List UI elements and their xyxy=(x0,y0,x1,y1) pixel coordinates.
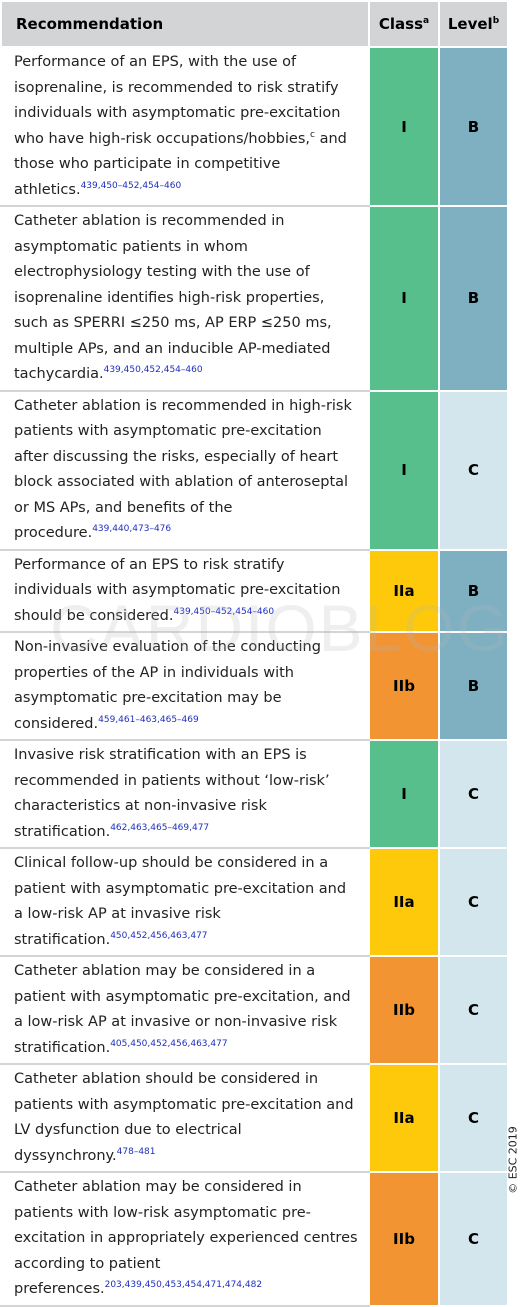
references: 439,450–452,454–460 xyxy=(173,606,275,617)
level-cell: B xyxy=(438,631,509,741)
class-value: IIb xyxy=(393,1229,415,1248)
recommendation-text: Catheter ablation is recommended in asym… xyxy=(14,213,332,382)
recommendation-text: Performance of an EPS to risk stratify i… xyxy=(14,556,341,624)
recommendation-cell: Invasive risk stratification with an EPS… xyxy=(0,739,370,849)
table-body: Performance of an EPS, with the use of i… xyxy=(0,46,509,1307)
level-value: C xyxy=(467,1001,479,1019)
footnote-mark: b xyxy=(492,16,500,26)
recommendation-cell: Catheter ablation is recommended in asym… xyxy=(0,205,370,392)
level-cell: C xyxy=(438,1171,509,1307)
class-value: IIb xyxy=(393,677,415,695)
recommendation-text: and those who participate in competitive… xyxy=(14,130,347,198)
recommendation-cell: Catheter ablation may be considered in p… xyxy=(0,1171,370,1307)
table-row: Catheter ablation should be considered i… xyxy=(0,1063,509,1173)
recommendation-text: Catheter ablation is recommended in high… xyxy=(14,397,352,542)
level-value: C xyxy=(467,1229,479,1248)
references: 439,450–452,454–460 xyxy=(80,180,182,191)
class-value: IIa xyxy=(393,893,415,911)
recommendation-cell: Catheter ablation may be considered in a… xyxy=(0,955,370,1065)
level-cell: B xyxy=(438,46,509,207)
recommendation-cell: Non-invasive evaluation of the conductin… xyxy=(0,631,370,741)
class-value: IIa xyxy=(393,1109,415,1127)
header-text: Class xyxy=(378,15,424,33)
recommendation-text: Clinical follow-up should be considered … xyxy=(14,855,347,948)
table-row: Catheter ablation may be considered in p… xyxy=(0,1171,509,1307)
class-value: I xyxy=(401,289,407,308)
header-text: Level xyxy=(447,15,493,33)
recommendation-cell: Clinical follow-up should be considered … xyxy=(0,847,370,957)
level-cell: B xyxy=(438,205,509,392)
class-cell: I xyxy=(368,205,440,392)
references: 462,463,465–469,477 xyxy=(110,822,210,833)
header-row: Recommendation Classa Levelb xyxy=(0,0,509,48)
references: 405,450,452,456,463,477 xyxy=(110,1038,228,1049)
references: 439,440,473–476 xyxy=(92,524,172,535)
level-value: B xyxy=(467,581,480,600)
table-row: Performance of an EPS, with the use of i… xyxy=(0,46,509,207)
recommendation-cell: Performance of an EPS to risk stratify i… xyxy=(0,548,370,633)
class-cell: IIb xyxy=(368,955,440,1065)
level-value: C xyxy=(467,1109,479,1127)
level-value: C xyxy=(467,893,479,911)
level-cell: C xyxy=(438,389,509,551)
recommendation-text: Non-invasive evaluation of the conductin… xyxy=(14,639,321,732)
class-cell: I xyxy=(368,46,440,207)
table-row: Clinical follow-up should be considered … xyxy=(0,847,509,957)
level-value: C xyxy=(467,785,479,803)
references: 478–481 xyxy=(116,1146,156,1157)
table-row: Catheter ablation is recommended in high… xyxy=(0,389,509,551)
recommendation-cell: Catheter ablation is recommended in high… xyxy=(0,389,370,551)
recommendation-text: Performance of an EPS, with the use of i… xyxy=(14,54,341,147)
references: 450,452,456,463,477 xyxy=(110,930,208,941)
class-cell: IIa xyxy=(368,847,440,957)
table-row: Catheter ablation may be considered in a… xyxy=(0,955,509,1065)
table-row: Non-invasive evaluation of the conductin… xyxy=(0,631,509,741)
recommendation-cell: Catheter ablation should be considered i… xyxy=(0,1063,370,1173)
references: 439,450,452,454–460 xyxy=(103,365,203,376)
recommendation-table: Recommendation Classa Levelb Performance… xyxy=(0,0,509,1307)
class-cell: I xyxy=(368,739,440,849)
level-cell: C xyxy=(438,847,509,957)
copyright: © ESC 2019 xyxy=(506,1126,520,1194)
header-cell: Recommendation xyxy=(0,0,370,48)
level-cell: C xyxy=(438,1063,509,1173)
class-value: I xyxy=(401,785,407,803)
class-value: IIa xyxy=(393,581,415,600)
recommendation-text: Catheter ablation may be considered in a… xyxy=(14,963,351,1056)
level-value: B xyxy=(467,117,480,136)
class-cell: I xyxy=(368,389,440,551)
class-value: I xyxy=(401,461,407,479)
table-row: Performance of an EPS to risk stratify i… xyxy=(0,548,509,633)
level-cell: C xyxy=(438,955,509,1065)
footnote-mark: c xyxy=(310,129,315,140)
class-cell: IIa xyxy=(368,1063,440,1173)
table-row: Invasive risk stratification with an EPS… xyxy=(0,739,509,849)
references: 203,439,450,453,454,471,474,482 xyxy=(104,1280,263,1291)
level-cell: B xyxy=(438,548,509,633)
level-value: C xyxy=(467,461,479,479)
class-value: IIb xyxy=(393,1001,415,1019)
table-row: Catheter ablation is recommended in asym… xyxy=(0,205,509,392)
header-cell: Levelb xyxy=(438,0,509,48)
level-value: B xyxy=(467,677,480,695)
class-cell: IIa xyxy=(368,548,440,633)
level-value: B xyxy=(467,289,480,308)
recommendation-text: Catheter ablation should be considered i… xyxy=(14,1071,354,1164)
footnote-mark: a xyxy=(423,16,430,26)
class-cell: IIb xyxy=(368,1171,440,1307)
recommendation-cell: Performance of an EPS, with the use of i… xyxy=(0,46,370,207)
references: 459,461–463,465–469 xyxy=(98,714,199,725)
level-cell: C xyxy=(438,739,509,849)
class-value: I xyxy=(401,117,407,136)
class-cell: IIb xyxy=(368,631,440,741)
recommendation-text: Invasive risk stratification with an EPS… xyxy=(14,747,330,840)
header-text: Recommendation xyxy=(16,15,164,33)
header-cell: Classa xyxy=(368,0,440,48)
